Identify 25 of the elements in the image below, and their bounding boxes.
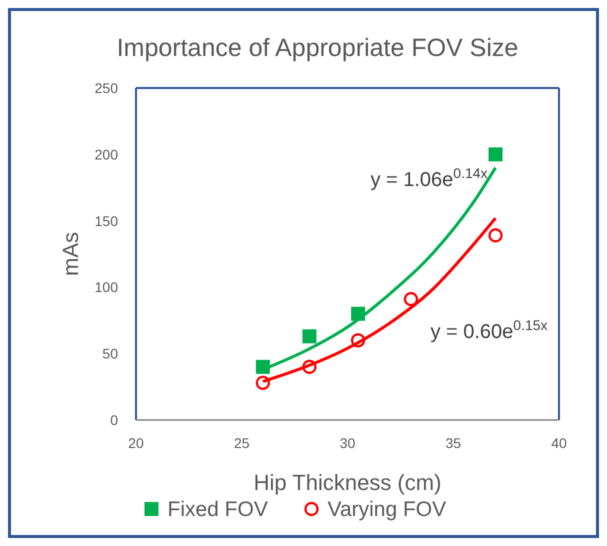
y-tick-label: 150	[94, 212, 118, 229]
legend-label: Varying FOV	[328, 498, 446, 521]
y-tick-label: 250	[94, 80, 118, 96]
point	[404, 292, 418, 306]
y-tick-label: 100	[94, 279, 118, 296]
chart-title: Importance of Appropriate FOV Size	[116, 34, 518, 62]
x-tick-label: 30	[340, 435, 356, 451]
annotation: y = 1.06e$^{0.14x}$	[370, 165, 488, 191]
annotation: y = 0.60e$^{0.15x}$	[430, 317, 548, 343]
y-axis-title: mAs	[58, 232, 83, 276]
y-tick-label: 50	[102, 346, 118, 362]
point	[488, 228, 503, 243]
x-tick-label: 20	[128, 435, 144, 451]
point	[488, 147, 503, 162]
legend-label: Fixed FOV	[168, 498, 268, 521]
x-tick-label: 40	[551, 435, 567, 451]
point	[256, 376, 270, 390]
x-tick-label: 25	[234, 435, 250, 451]
point	[302, 329, 316, 344]
x-tick-label: 35	[445, 435, 462, 451]
point	[350, 333, 366, 348]
y-tick-label: 0	[110, 412, 118, 428]
y-tick-label: 200	[94, 146, 118, 162]
point	[302, 360, 317, 374]
x-axis-title: Hip Thickness (cm)	[254, 470, 442, 495]
